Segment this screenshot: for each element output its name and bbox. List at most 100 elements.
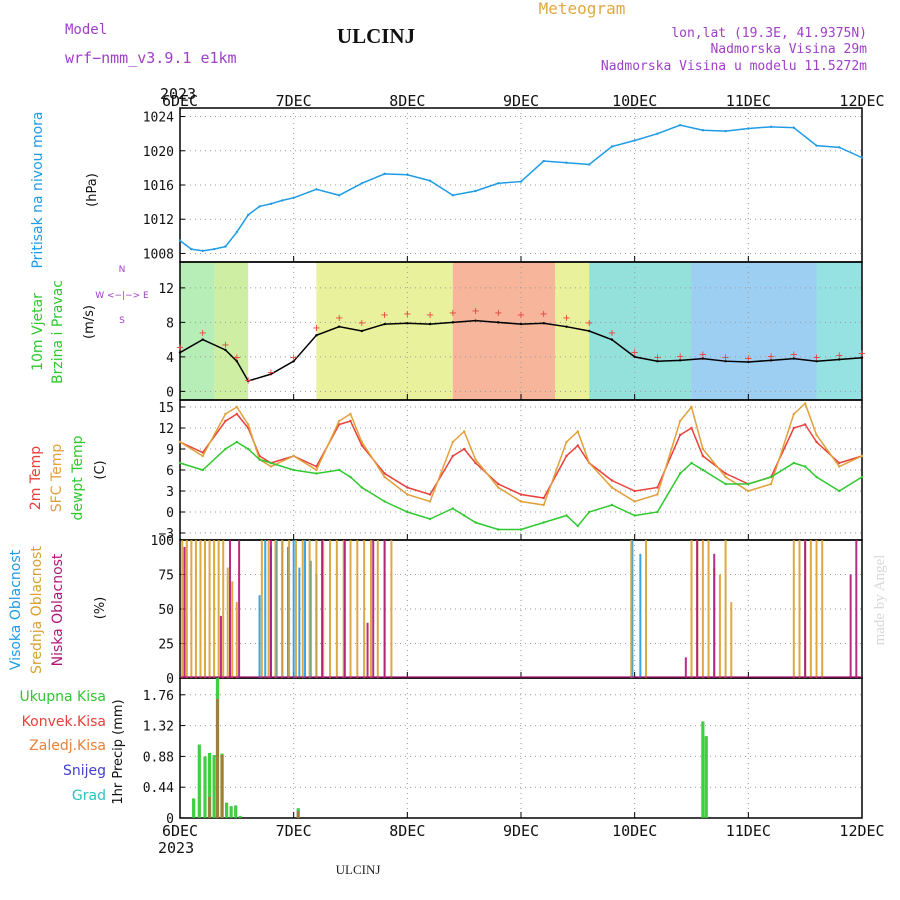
y-tick-label: 0 bbox=[166, 385, 174, 400]
bar bbox=[258, 595, 261, 678]
series-point bbox=[565, 440, 568, 444]
cloud-unit: (%) bbox=[93, 597, 108, 620]
year-top: 2023 bbox=[160, 85, 196, 103]
series-point bbox=[565, 325, 568, 328]
gust-mark: + bbox=[790, 350, 798, 361]
bar bbox=[631, 540, 634, 678]
series-point bbox=[633, 514, 636, 517]
bar bbox=[229, 540, 232, 678]
series-point bbox=[360, 444, 364, 447]
series-point bbox=[576, 444, 580, 447]
series-point bbox=[281, 199, 284, 202]
bar bbox=[294, 540, 297, 678]
bar bbox=[630, 540, 633, 678]
y-tick-label: 0.88 bbox=[143, 750, 174, 765]
bar bbox=[269, 540, 272, 678]
elevation-label: Nadmorska Visina 29m bbox=[710, 42, 867, 57]
product-title: Meteogram bbox=[539, 0, 626, 18]
series-point bbox=[769, 482, 773, 486]
y-tick-label: 0 bbox=[166, 672, 174, 687]
bar bbox=[292, 540, 295, 678]
series-point bbox=[337, 419, 341, 423]
bar bbox=[322, 540, 325, 678]
series-point bbox=[542, 503, 545, 507]
gust-mark: + bbox=[767, 352, 775, 363]
series-point bbox=[519, 500, 523, 503]
gust-mark: + bbox=[585, 318, 593, 329]
bar bbox=[343, 540, 346, 678]
series-point bbox=[610, 479, 614, 482]
series-point bbox=[383, 172, 386, 176]
series-point bbox=[747, 482, 750, 486]
bar bbox=[222, 540, 225, 678]
series-point bbox=[724, 359, 727, 363]
series-point bbox=[258, 458, 261, 461]
wind-barb-band bbox=[555, 262, 590, 400]
gust-mark: + bbox=[312, 323, 320, 334]
series-point bbox=[792, 426, 795, 430]
wind-unit: (m/s) bbox=[82, 305, 97, 339]
series-point bbox=[360, 440, 364, 444]
series-point bbox=[701, 454, 705, 458]
bar bbox=[296, 811, 300, 818]
y-tick-label: 0 bbox=[166, 506, 174, 521]
series-point bbox=[701, 447, 705, 451]
series-point bbox=[588, 461, 591, 465]
series-point bbox=[224, 419, 227, 423]
wind-compass-n: N bbox=[119, 265, 126, 275]
bar bbox=[234, 805, 238, 818]
series-point bbox=[576, 430, 580, 433]
plot-area: 1008101210161020102404812−30369121502550… bbox=[143, 92, 885, 840]
series-point bbox=[656, 359, 659, 363]
gust-mark: + bbox=[426, 310, 434, 321]
series-point bbox=[201, 249, 204, 253]
series-point bbox=[360, 329, 364, 333]
series-point bbox=[690, 405, 693, 409]
wind-barb-band bbox=[214, 262, 249, 400]
series-point bbox=[337, 194, 341, 197]
gust-mark: + bbox=[233, 353, 241, 364]
series-point bbox=[360, 182, 364, 185]
series-point bbox=[542, 159, 545, 163]
bar bbox=[390, 540, 393, 678]
series-point bbox=[656, 493, 659, 496]
y-tick-label: 3 bbox=[166, 485, 174, 500]
y-tick-label: 0.44 bbox=[143, 781, 174, 796]
y-tick-label: 1020 bbox=[143, 145, 174, 160]
series-point bbox=[315, 468, 318, 472]
lonlat-label: lon,lat (19.3E, 41.9375N) bbox=[671, 26, 867, 41]
bar bbox=[298, 567, 301, 678]
series-point bbox=[315, 472, 318, 475]
bar bbox=[199, 540, 202, 678]
wind-barb-band bbox=[452, 262, 556, 400]
series-point bbox=[588, 329, 591, 333]
bar bbox=[684, 657, 687, 678]
series-point bbox=[406, 486, 409, 489]
series-point bbox=[576, 524, 580, 528]
series-point bbox=[212, 247, 216, 251]
bar bbox=[192, 798, 196, 818]
precip-label-grad: Grad bbox=[72, 788, 106, 804]
bar bbox=[204, 540, 207, 678]
y-tick-label: 12 bbox=[158, 282, 174, 297]
series-point bbox=[428, 517, 432, 521]
series-point bbox=[224, 245, 227, 248]
series-point bbox=[474, 458, 477, 461]
series-point bbox=[269, 372, 273, 376]
bar bbox=[181, 540, 184, 678]
series-point bbox=[235, 230, 239, 234]
gust-mark: + bbox=[449, 308, 457, 319]
precip-label-conv: Konvek.Kisa bbox=[22, 714, 106, 730]
series-point bbox=[860, 454, 864, 458]
series-point bbox=[610, 503, 614, 507]
series-point bbox=[724, 475, 727, 479]
bar bbox=[207, 797, 212, 818]
series-point bbox=[860, 475, 864, 479]
series-point bbox=[269, 202, 273, 206]
bar bbox=[730, 602, 733, 678]
bar bbox=[308, 540, 311, 678]
series-point bbox=[747, 360, 750, 364]
series-point bbox=[701, 129, 705, 132]
temp-label-dew: dewpt Temp bbox=[70, 435, 86, 520]
bar bbox=[238, 540, 241, 678]
